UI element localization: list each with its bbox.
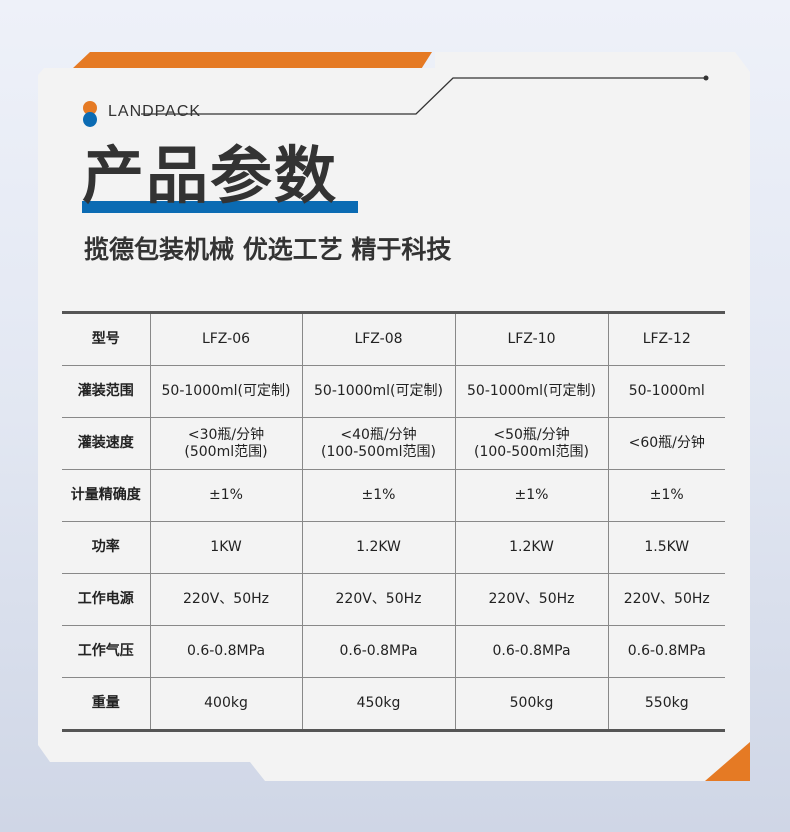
title-underline: [82, 201, 358, 213]
table-cell: <60瓶/分钟: [607, 417, 725, 470]
logo-dot-blue: [83, 112, 97, 127]
table-cell: 500kg: [454, 677, 608, 731]
table-cell: 50-1000ml: [607, 365, 725, 418]
row-label: 工作电源: [62, 573, 150, 626]
table-cell: 1.2KW: [454, 521, 608, 574]
table-cell: 1.5KW: [607, 521, 725, 574]
table-row: 型号 LFZ-06 LFZ-08 LFZ-10 LFZ-12: [62, 312, 725, 366]
row-label: 工作气压: [62, 625, 150, 678]
table-cell: LFZ-06: [149, 312, 302, 366]
cell-line: (500ml范围): [184, 443, 268, 460]
table-cell: 1KW: [149, 521, 302, 574]
table-cell: 0.6-0.8MPa: [149, 625, 302, 678]
table-cell: 50-1000ml(可定制): [149, 365, 302, 418]
logo-dot-orange: [83, 101, 97, 115]
table-cell: 220V、50Hz: [607, 573, 725, 626]
table-cell: ±1%: [149, 469, 302, 522]
cell-line: (100-500ml范围): [474, 443, 589, 460]
page-title: 产品参数: [82, 139, 339, 212]
table-row: 灌装速度 <30瓶/分钟 (500ml范围) <40瓶/分钟 (100-500ml范围)…: [62, 417, 725, 470]
table-cell: 220V、50Hz: [301, 573, 455, 626]
orange-accent-top: [72, 52, 432, 69]
row-label: 灌装速度: [62, 417, 150, 470]
table-cell: 450kg: [301, 677, 455, 731]
table-cell: 550kg: [607, 677, 725, 731]
brand-name: LANDPACK: [108, 103, 202, 120]
table-row: 重量 400kg 450kg 500kg 550kg: [62, 677, 725, 731]
table-row: 计量精确度 ±1% ±1% ±1% ±1%: [62, 469, 725, 522]
table-cell: ±1%: [301, 469, 455, 522]
table-cell: <50瓶/分钟 (100-500ml范围): [454, 417, 608, 470]
table-cell: <40瓶/分钟 (100-500ml范围): [301, 417, 455, 470]
table-cell: 400kg: [149, 677, 302, 731]
table-cell: 220V、50Hz: [454, 573, 608, 626]
cell-line: <50瓶/分钟: [493, 426, 570, 443]
table-cell: LFZ-10: [454, 312, 608, 366]
table-row: 工作气压 0.6-0.8MPa 0.6-0.8MPa 0.6-0.8MPa 0.6-0.…: [62, 625, 725, 678]
table-row: 灌装范围 50-1000ml(可定制) 50-1000ml(可定制) 50-1000m…: [62, 365, 725, 418]
table-cell: 1.2KW: [301, 521, 455, 574]
table-cell: 0.6-0.8MPa: [301, 625, 455, 678]
table-row: 工作电源 220V、50Hz 220V、50Hz 220V、50Hz 220V、50Hz: [62, 573, 725, 626]
row-label: 功率: [62, 521, 150, 574]
table-row: 功率 1KW 1.2KW 1.2KW 1.5KW: [62, 521, 725, 574]
table-cell: 220V、50Hz: [149, 573, 302, 626]
row-label: 重量: [91, 695, 120, 711]
table-cell: LFZ-12: [607, 312, 725, 366]
table-cell: ±1%: [607, 469, 725, 522]
row-label: 灌装范围: [62, 365, 150, 418]
spec-table: 型号 LFZ-06 LFZ-08 LFZ-10 LFZ-12 灌装范围 50-1000ml(…: [62, 311, 725, 732]
table-cell: 50-1000ml(可定制): [301, 365, 455, 418]
table-cell: 0.6-0.8MPa: [454, 625, 608, 678]
cell-line: <40瓶/分钟: [340, 426, 417, 443]
cell-line: (100-500ml范围): [321, 443, 436, 460]
cell-line: <60瓶/分钟: [628, 435, 705, 451]
table-cell: LFZ-08: [301, 312, 455, 366]
cell-line: <30瓶/分钟: [187, 426, 265, 443]
row-label: 型号: [62, 312, 150, 366]
table-cell: ±1%: [454, 469, 608, 522]
table-cell: 0.6-0.8MPa: [607, 625, 725, 678]
table-cell: 50-1000ml(可定制): [454, 365, 608, 418]
row-label: 计量精确度: [62, 469, 150, 522]
table-cell: <30瓶/分钟 (500ml范围): [149, 417, 302, 470]
subtitle: 揽德包装机械 优选工艺 精于科技: [84, 235, 452, 264]
